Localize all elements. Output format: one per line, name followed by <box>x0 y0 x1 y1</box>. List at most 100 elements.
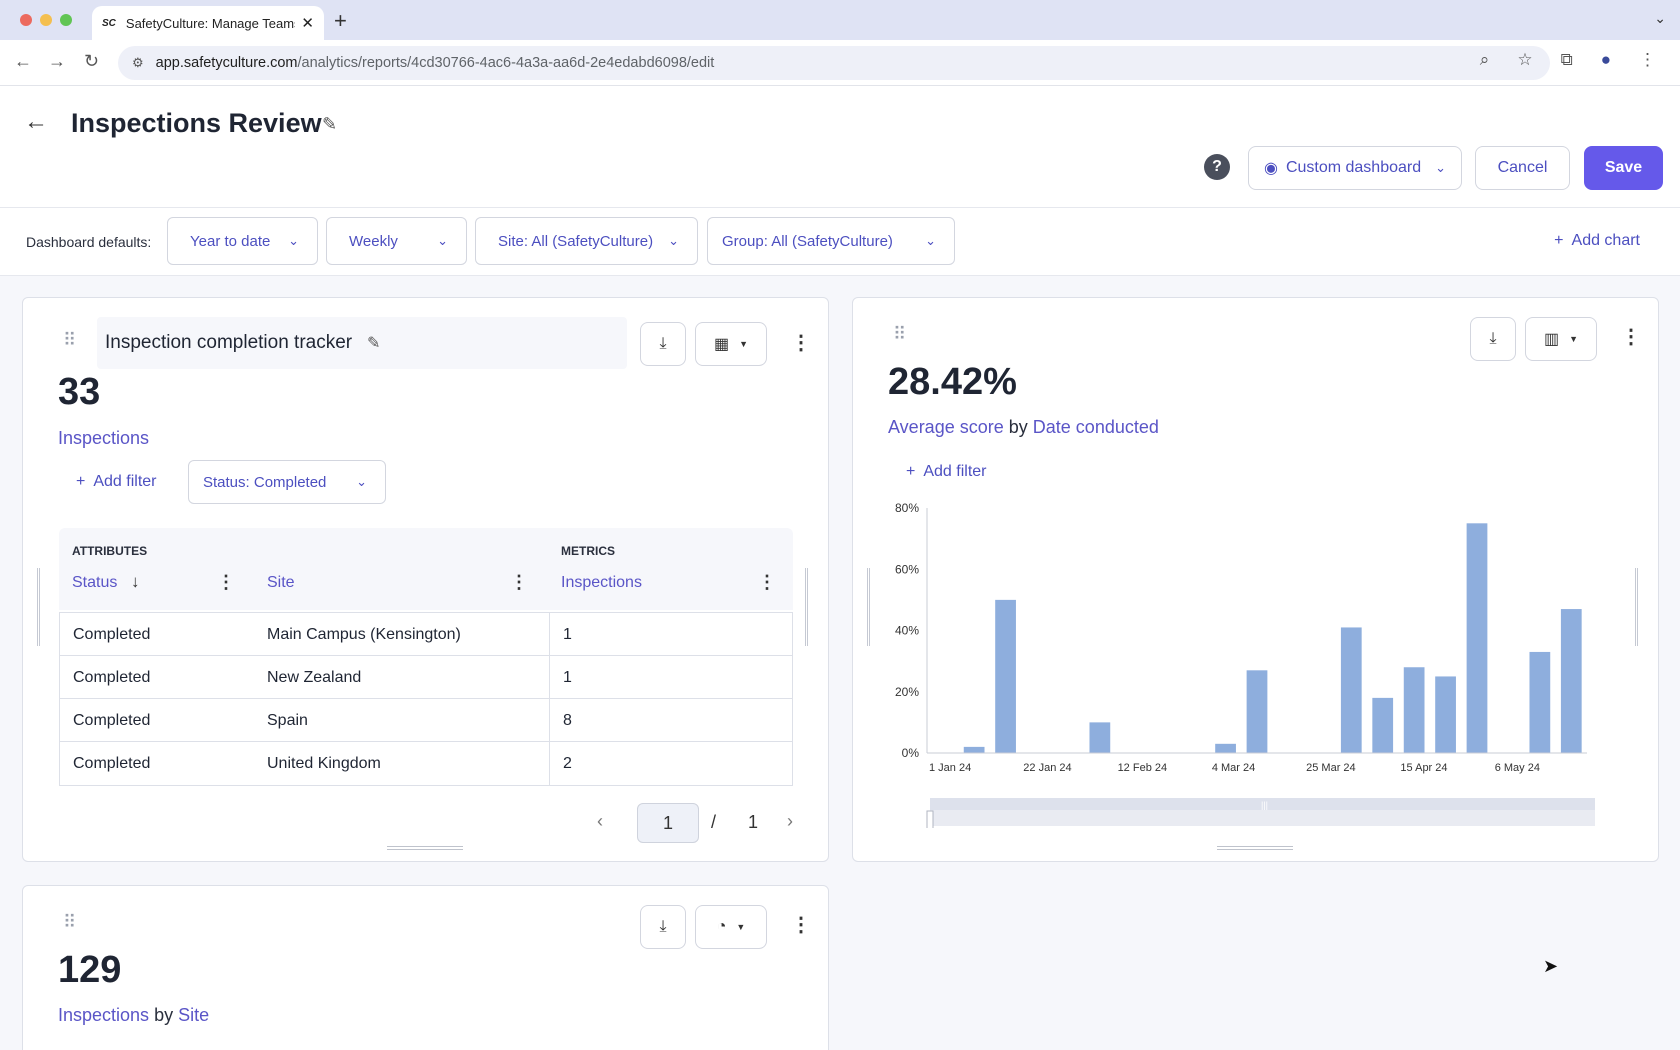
bar[interactable] <box>1403 667 1425 753</box>
card-resize-handle[interactable] <box>1217 846 1293 850</box>
drag-handle-icon[interactable]: ⠿ <box>893 324 906 344</box>
reload-icon[interactable]: ↻ <box>84 51 100 71</box>
range-slider-left-handle[interactable] <box>926 810 934 828</box>
column-header-site[interactable]: Site <box>267 574 295 591</box>
page-number-input[interactable]: 1 <box>637 803 699 843</box>
visualization-type-button[interactable]: ▥ ▼ <box>1525 317 1597 361</box>
status-filter-dropdown[interactable]: Status: Completed ⌄ <box>188 460 386 504</box>
close-tab-icon[interactable]: ✕ <box>301 15 314 32</box>
y-tick-label: 80% <box>895 501 919 515</box>
card-menu-icon[interactable]: ⋮ <box>791 332 811 354</box>
download-button[interactable]: ⤓ <box>1470 317 1516 361</box>
defaults-label: Dashboard defaults: <box>26 234 152 250</box>
column-menu-icon[interactable]: ⋮ <box>510 572 528 592</box>
bar[interactable] <box>1560 609 1582 753</box>
column-divider <box>549 613 550 656</box>
back-icon[interactable]: ← <box>14 51 32 71</box>
column-menu-icon[interactable]: ⋮ <box>217 572 235 592</box>
add-filter-button[interactable]: + Add filter <box>76 473 156 491</box>
card-resize-handle[interactable] <box>387 846 463 850</box>
x-axis: 1 Jan 24 22 Jan 24 12 Feb 24 4 Mar 24 25 Mar… <box>927 752 1587 774</box>
column-header-inspections[interactable]: Inspections <box>561 574 642 591</box>
cell-site: United Kingdom <box>267 755 381 772</box>
extensions-icon[interactable]: ⧉ <box>1560 50 1573 69</box>
help-icon[interactable]: ? <box>1204 154 1230 180</box>
site-info-icon[interactable]: ⚙ <box>132 55 144 70</box>
maximize-window-button[interactable] <box>60 14 72 26</box>
edit-title-icon[interactable]: ✎ <box>367 335 381 352</box>
browser-menu-icon[interactable]: ⋮ <box>1639 50 1656 69</box>
bar[interactable] <box>1529 651 1551 753</box>
browser-tab[interactable]: SC SafetyCulture: Manage Teams ✕ <box>92 6 324 40</box>
bar[interactable] <box>1246 670 1268 753</box>
cancel-button[interactable]: Cancel <box>1475 146 1570 190</box>
forward-icon[interactable]: → <box>48 51 66 71</box>
interval-dropdown[interactable]: Weekly ⌄ <box>326 217 467 265</box>
metric-link[interactable]: Average score <box>888 417 1004 437</box>
metric-label[interactable]: Inspections <box>58 428 150 448</box>
dimension-link[interactable]: Date conducted <box>1032 417 1159 437</box>
next-page-icon[interactable]: › <box>787 811 793 831</box>
chart-subtitle: Inspections by Site <box>58 1005 209 1026</box>
chevron-down-icon: ⌄ <box>1435 160 1447 175</box>
sort-arrow-down-icon[interactable]: ↓ <box>131 572 140 591</box>
bar[interactable] <box>1466 523 1488 753</box>
bar[interactable] <box>1340 627 1362 753</box>
card-menu-icon[interactable]: ⋮ <box>1621 326 1641 348</box>
profile-icon[interactable]: ● <box>1600 50 1611 69</box>
column-menu-icon[interactable]: ⋮ <box>758 572 776 592</box>
save-button[interactable]: Save <box>1584 146 1663 190</box>
range-slider-grip-icon[interactable]: ||| <box>1261 800 1268 810</box>
column-resize-handle[interactable] <box>805 568 808 646</box>
x-tick-label: 25 Mar 24 <box>1306 762 1356 774</box>
card-title-box[interactable]: Inspection completion tracker ✎ <box>97 317 627 369</box>
metric-link[interactable]: Inspections <box>58 1005 150 1025</box>
minimize-window-button[interactable] <box>40 14 52 26</box>
close-window-button[interactable] <box>20 14 32 26</box>
chart-resize-handle[interactable] <box>1635 568 1638 646</box>
date-range-dropdown[interactable]: Year to date ⌄ <box>167 217 318 265</box>
dimension-link[interactable]: Site <box>178 1005 210 1025</box>
view-mode-dropdown[interactable]: ◉ Custom dashboard ⌄ <box>1248 146 1462 190</box>
back-arrow-icon[interactable]: ← <box>24 108 48 135</box>
inspections-by-site-card: ⠿ ⤓ ◔ ▼ ⋮ 129 Inspections by Site <box>22 885 829 1050</box>
download-button[interactable]: ⤓ <box>640 322 686 366</box>
bookmark-star-icon[interactable]: ☆ <box>1517 50 1533 69</box>
edit-title-icon[interactable]: ✎ <box>322 114 338 134</box>
range-slider[interactable]: ||| <box>926 798 1595 828</box>
bar[interactable] <box>1372 697 1394 753</box>
site-dropdown[interactable]: Site: All (SafetyCulture) ⌄ <box>475 217 698 265</box>
download-button[interactable]: ⤓ <box>640 905 686 949</box>
caret-down-icon: ▼ <box>736 922 746 932</box>
column-resize-handle[interactable] <box>37 568 40 646</box>
card-menu-icon[interactable]: ⋮ <box>791 914 811 936</box>
cell-site: Main Campus (Kensington) <box>267 626 461 643</box>
previous-page-icon[interactable]: ‹ <box>597 811 603 831</box>
drag-handle-icon[interactable]: ⠿ <box>63 330 76 350</box>
zoom-icon[interactable]: ⌕ <box>1479 50 1490 69</box>
bar[interactable] <box>995 599 1016 753</box>
inspection-tracker-card: ⠿ Inspection completion tracker ✎ ⤓ ▦ ▼ ⋮… <box>22 297 829 862</box>
add-filter-label: Add filter <box>923 463 987 480</box>
bar[interactable] <box>1435 676 1456 753</box>
visualization-type-button[interactable]: ▦ ▼ <box>695 322 767 366</box>
column-header-status[interactable]: Status <box>72 574 118 591</box>
tab-search-icon[interactable]: ⌄ <box>1654 10 1666 26</box>
chart-resize-handle[interactable] <box>867 568 870 646</box>
drag-handle-icon[interactable]: ⠿ <box>63 912 76 932</box>
mouse-pointer-icon: ➤ <box>1543 956 1559 976</box>
add-chart-button[interactable]: + Add chart <box>1554 232 1640 250</box>
bar[interactable] <box>1089 722 1111 753</box>
view-mode-label: Custom dashboard <box>1285 159 1422 176</box>
address-bar[interactable]: ⚙ app.safetyculture.com/analytics/report… <box>118 46 1550 80</box>
status-filter-value: Status: Completed <box>203 473 327 491</box>
bar[interactable] <box>963 746 985 753</box>
group-dropdown[interactable]: Group: All (SafetyCulture) ⌄ <box>707 217 955 265</box>
bar[interactable] <box>1215 743 1236 753</box>
metrics-group-label: METRICS <box>561 544 615 558</box>
range-slider-selection[interactable] <box>930 798 1595 810</box>
cell-site: Spain <box>267 712 308 729</box>
add-filter-button[interactable]: + Add filter <box>906 463 986 481</box>
new-tab-icon[interactable]: + <box>334 8 347 33</box>
visualization-type-button[interactable]: ◔ ▼ <box>695 905 767 949</box>
